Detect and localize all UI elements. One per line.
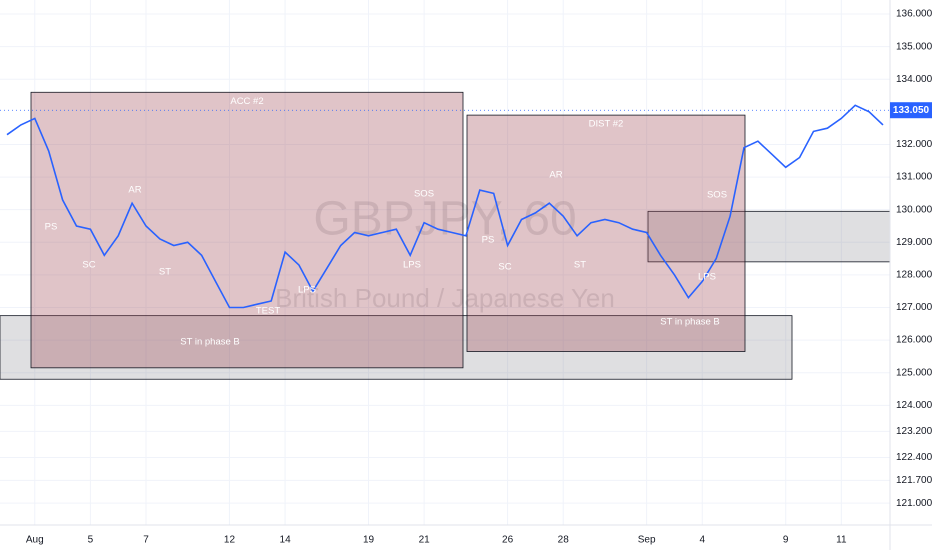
wyckoff-label: SOS — [707, 190, 727, 201]
y-tick-label: 129.000 — [896, 237, 932, 248]
y-tick-label: 128.000 — [896, 270, 932, 281]
y-tick-label: 132.000 — [896, 139, 932, 150]
x-tick-label: 26 — [502, 535, 514, 546]
x-tick-label: Sep — [638, 535, 656, 546]
y-tick-label: 122.400 — [896, 452, 932, 463]
x-tick-label: 28 — [558, 535, 570, 546]
wyckoff-label: SC — [82, 260, 95, 271]
box-label: DIST #2 — [589, 119, 624, 130]
annotations: PS SC AR ST TEST LPS LPS SOS ST in phase B PS SC AR… — [45, 170, 727, 348]
x-tick-label: 9 — [783, 535, 789, 546]
watermark: GBPJPY, 60 — [313, 193, 576, 246]
zone-box — [647, 210, 891, 263]
y-tick-label: 121.000 — [896, 498, 932, 509]
wyckoff-label: SOS — [414, 189, 434, 200]
y-tick-label: 126.000 — [896, 335, 932, 346]
x-tick-label: Aug — [26, 535, 44, 546]
grid — [0, 0, 890, 525]
wyckoff-label: LPS — [403, 260, 421, 271]
zone-box — [30, 91, 464, 369]
x-tick-label: 19 — [363, 535, 375, 546]
wyckoff-label: ST in phase B — [660, 317, 720, 328]
wyckoff-label: LPS — [298, 285, 316, 296]
y-tick-label: 125.000 — [896, 367, 932, 378]
wyckoff-label: ST in phase B — [180, 337, 240, 348]
x-tick-label: 7 — [143, 535, 149, 546]
wyckoff-label: PS — [45, 222, 58, 233]
y-tick-label: 130.000 — [896, 204, 932, 215]
last-price-label: 133.050 — [893, 105, 930, 116]
y-tick-label: 121.700 — [896, 475, 932, 486]
wyckoff-label: AR — [128, 185, 141, 196]
y-tick-label: 127.000 — [896, 302, 932, 313]
wyckoff-label: SC — [498, 262, 511, 273]
boxes: ACC #2 DIST #2 — [0, 91, 891, 380]
x-tick-label: 5 — [88, 535, 94, 546]
plot — [6, 104, 884, 309]
box-label: ACC #2 — [230, 96, 263, 107]
wyckoff-label: ST — [574, 260, 586, 271]
price-line — [6, 104, 884, 309]
y-tick-label: 136.000 — [896, 9, 932, 20]
wyckoff-label: TEST — [256, 306, 280, 317]
wyckoff-label: PS — [482, 235, 495, 246]
zone-box — [0, 315, 793, 380]
wyckoff-label: AR — [549, 170, 562, 181]
y-tick-label: 135.000 — [896, 41, 932, 52]
y-tick-label: 134.000 — [896, 74, 932, 85]
x-tick-label: 21 — [419, 535, 431, 546]
wyckoff-label: LPS — [698, 272, 716, 283]
y-tick-label: 123.200 — [896, 426, 932, 437]
x-tick-label: 14 — [280, 535, 292, 546]
y-tick-label: 124.000 — [896, 400, 932, 411]
wyckoff-label: ST — [159, 267, 171, 278]
x-tick-label: 4 — [699, 535, 705, 546]
watermark-subtitle: British Pound / Japanese Yen — [275, 283, 615, 313]
axes: 136.000 135.000 134.000 132.000 131.000 130.0… — [0, 9, 932, 546]
x-tick-label: 12 — [224, 535, 236, 546]
last-price-tag — [890, 102, 932, 119]
y-tick-label: 131.000 — [896, 172, 932, 183]
x-tick-label: 11 — [836, 535, 847, 546]
